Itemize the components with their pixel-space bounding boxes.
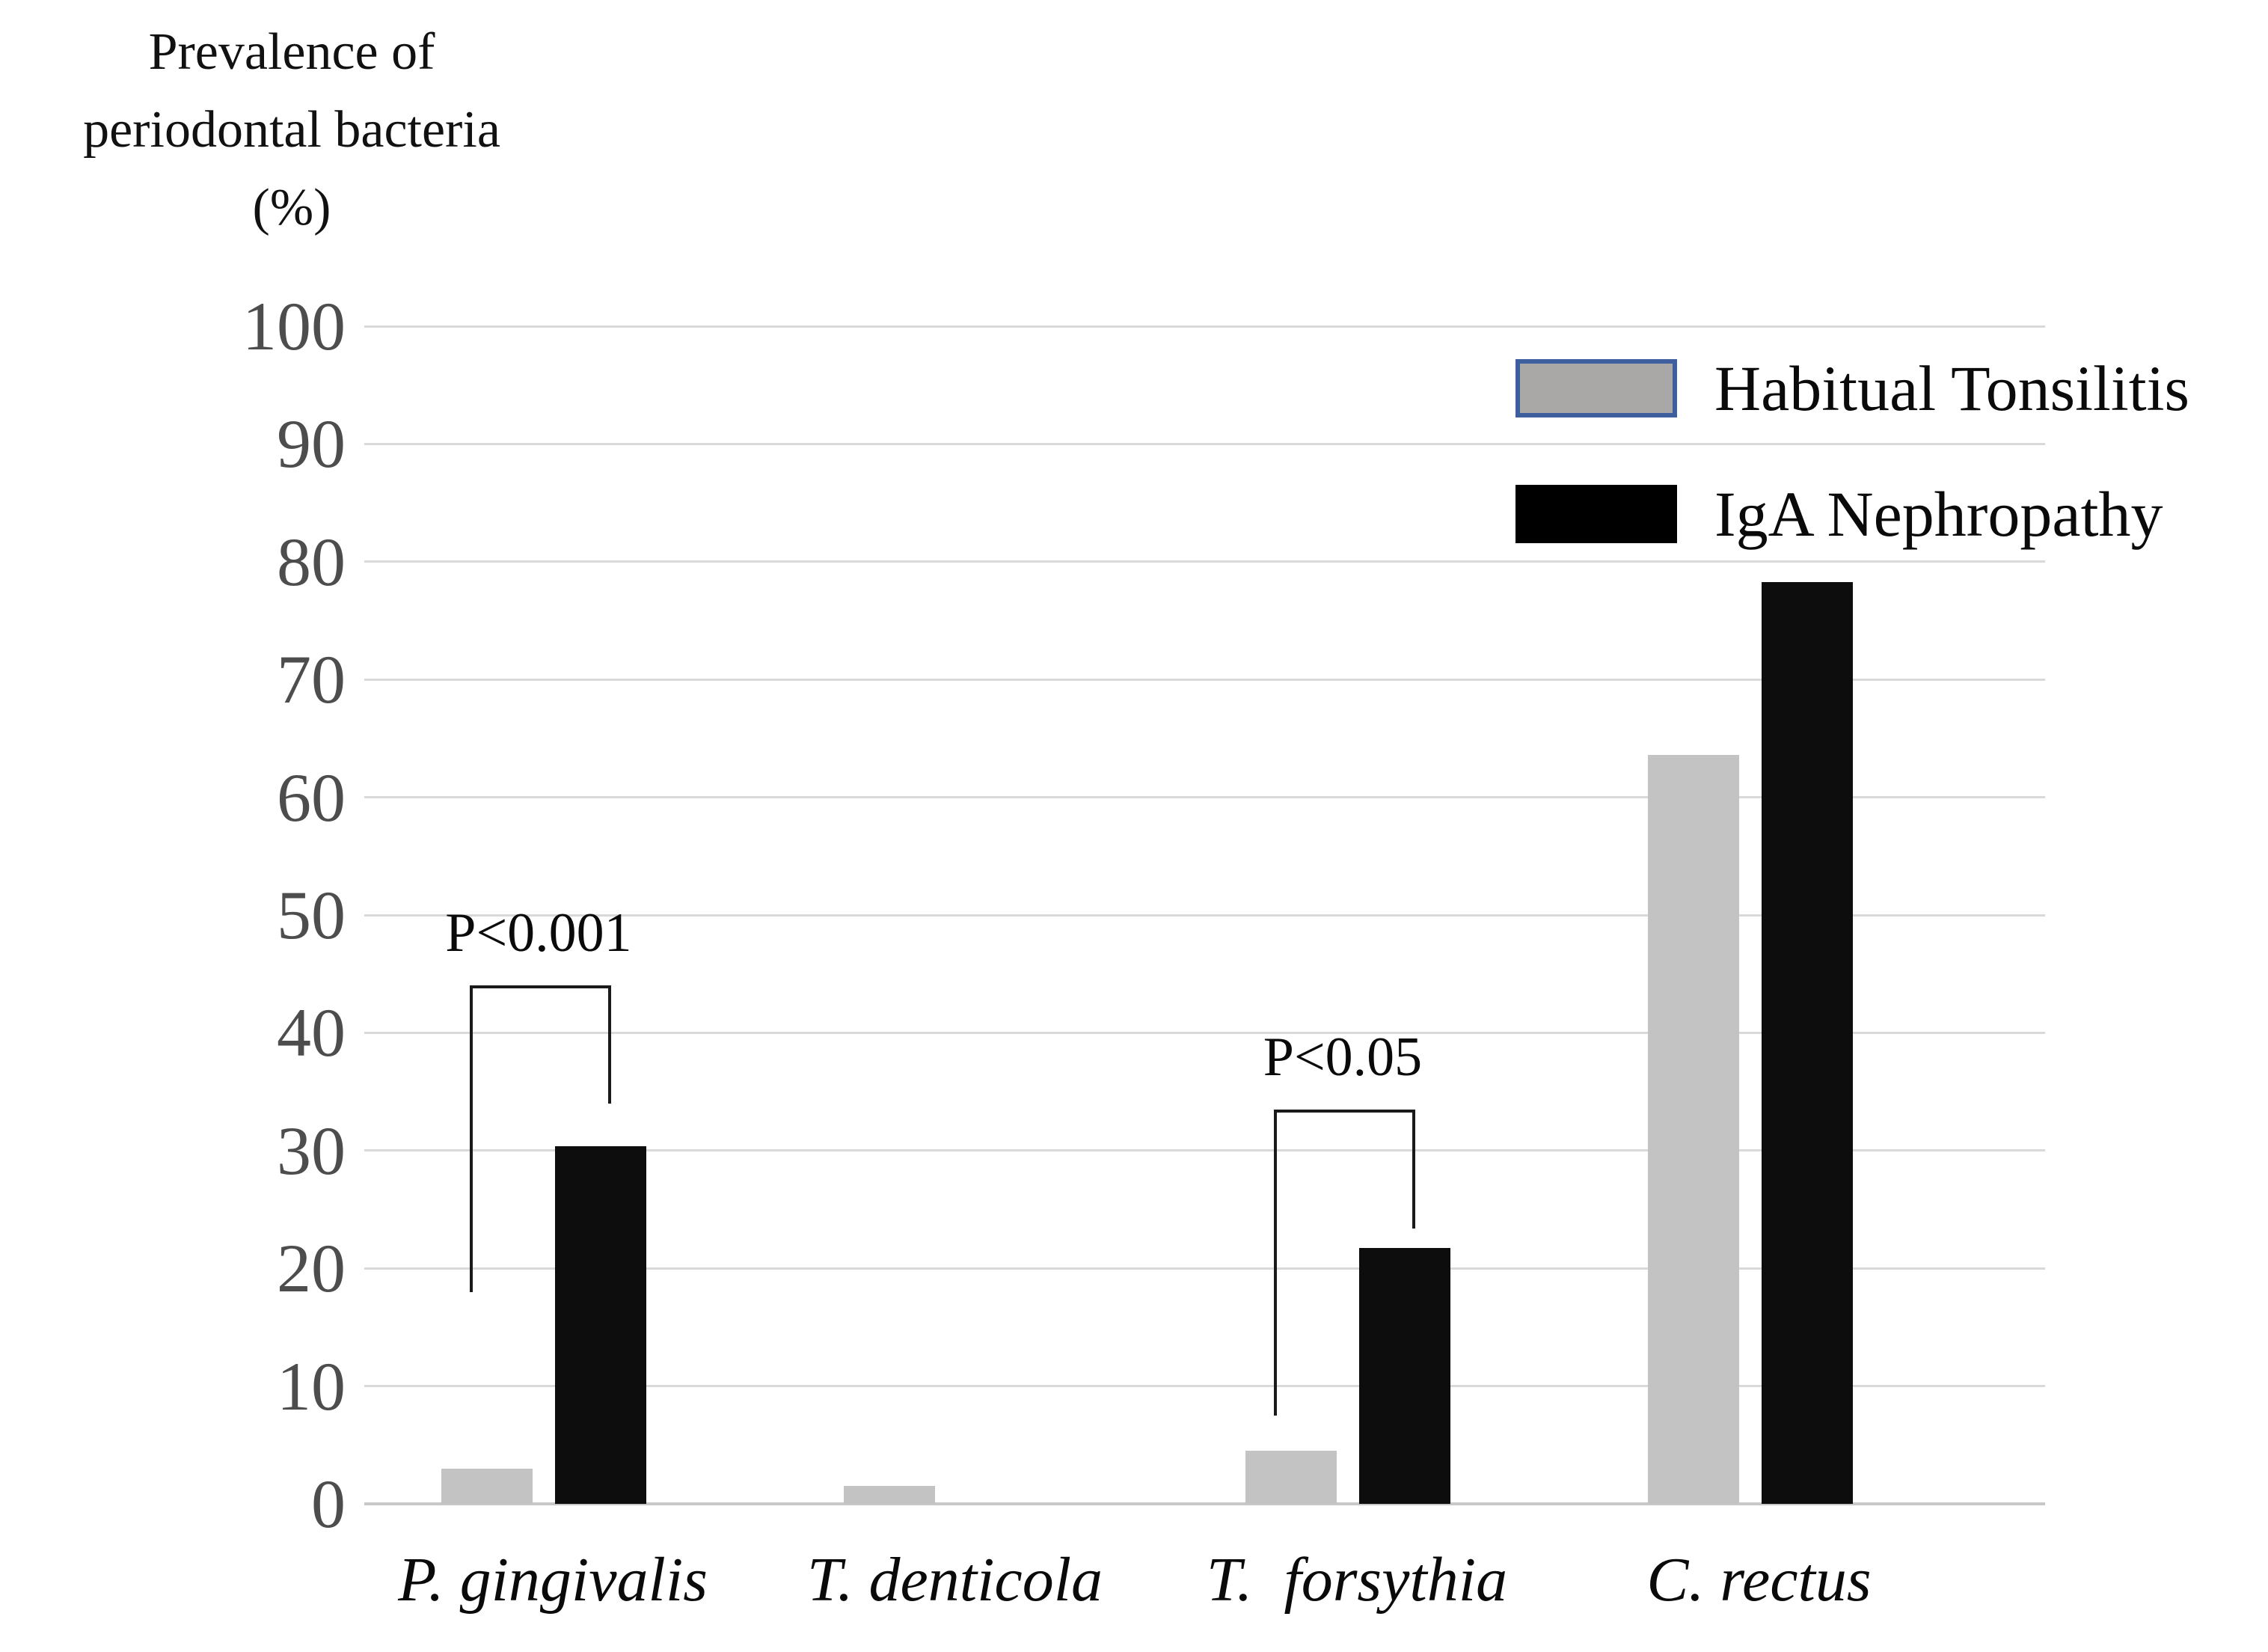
y-axis-title-line-1: Prevalence of [148,23,435,81]
y-axis-title-line-3: (%) [252,179,331,236]
y-tick-label-90: 90 [277,406,346,483]
gridline-70 [364,678,2045,681]
bracket-horizontal-0 [469,985,611,989]
gridline-80 [364,560,2045,563]
bar-habitual-tonsilitis-3 [1647,754,1739,1504]
gridline-30 [364,1149,2045,1152]
y-tick-label-80: 80 [277,523,346,600]
bar-iga-nephropathy-3 [1761,581,1853,1504]
y-axis-title: Prevalence of periodontal bacteria (%) [30,13,554,247]
y-tick-label-100: 100 [242,288,346,364]
x-axis-label-1: T. denticola [806,1545,1103,1615]
gridline-40 [364,1031,2045,1034]
gridline-10 [364,1385,2045,1388]
y-tick-label-70: 70 [277,641,346,718]
x-axis-line [364,1502,2045,1505]
y-tick-label-10: 10 [277,1347,346,1425]
bar-habitual-tonsilitis-0 [441,1468,533,1504]
y-tick-label-20: 20 [277,1230,346,1307]
bar-iga-nephropathy-2 [1359,1248,1450,1504]
gridline-50 [364,914,2045,917]
x-axis-label-0: P. gingivalis [398,1545,708,1615]
legend-label-habitual-tonsilitis: Habitual Tonsilitis [1714,352,2190,424]
gridline-90 [364,442,2045,445]
y-tick-label-60: 60 [277,759,346,836]
legend-swatch-habitual-tonsilitis [1515,359,1677,417]
p-value-label-0: P<0.001 [445,902,632,964]
bracket-right-arm-0 [607,985,611,1104]
y-tick-label-40: 40 [277,994,346,1071]
bar-habitual-tonsilitis-2 [1245,1451,1337,1504]
gridline-20 [364,1267,2045,1270]
p-value-label-1: P<0.05 [1263,1026,1423,1088]
bracket-left-arm-1 [1273,1109,1277,1416]
bar-iga-nephropathy-0 [555,1145,646,1504]
x-axis-label-2: T. forsythia [1206,1545,1508,1615]
y-tick-label-50: 50 [277,877,346,953]
bar-habitual-tonsilitis-1 [843,1486,935,1504]
legend-swatch-iga-nephropathy [1515,485,1677,543]
y-tick-label-0: 0 [311,1466,346,1542]
legend-label-iga-nephropathy: IgA Nephropathy [1714,478,2163,550]
gridline-100 [364,325,2045,328]
gridline-60 [364,796,2045,799]
bracket-right-arm-1 [1412,1109,1415,1229]
bracket-horizontal-1 [1273,1109,1415,1113]
y-axis-title-line-2: periodontal bacteria [83,101,500,159]
bracket-left-arm-0 [469,985,473,1292]
y-tick-label-30: 30 [277,1112,346,1189]
x-axis-label-3: C. rectus [1646,1545,1872,1615]
